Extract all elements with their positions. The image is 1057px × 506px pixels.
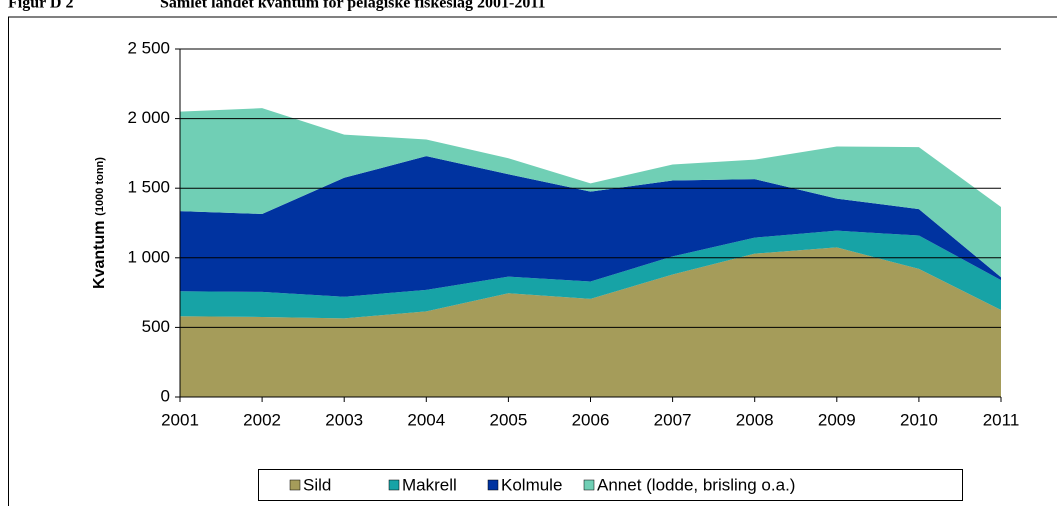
legend-label: Kolmule xyxy=(501,475,562,494)
x-tick-label: 2005 xyxy=(489,410,527,429)
area xyxy=(180,108,1001,278)
y-tick-label: 2 500 xyxy=(127,38,170,57)
y-axis-title: Kvantum xyxy=(91,220,108,288)
area xyxy=(180,156,1001,297)
legend-swatch xyxy=(388,479,400,491)
area xyxy=(180,230,1001,319)
y-tick-label: 1 000 xyxy=(127,247,170,266)
y-tick-label: 2 000 xyxy=(127,108,170,127)
x-tick-label: 2007 xyxy=(654,410,692,429)
x-tick-label: 2011 xyxy=(983,410,1020,429)
y-axis-label: Kvantum (1000 tonn) xyxy=(89,157,108,289)
legend-swatch xyxy=(583,479,595,491)
x-tick-label: 2009 xyxy=(818,410,856,429)
legend-swatch xyxy=(289,479,301,491)
legend-label: Makrell xyxy=(402,475,457,494)
y-tick-label: 1 500 xyxy=(127,178,170,197)
x-tick-label: 2008 xyxy=(736,410,774,429)
x-tick-label: 2002 xyxy=(243,410,281,429)
legend-label: Sild xyxy=(303,475,331,494)
legend xyxy=(258,469,963,501)
chart-title: Samlet landet kvantum for pelagiske fisk… xyxy=(160,0,546,12)
y-axis-unit: (1000 tonn) xyxy=(94,157,106,216)
legend-swatch xyxy=(487,479,499,491)
figure-label: Figur D 2 xyxy=(8,0,73,12)
x-tick-label: 2004 xyxy=(407,410,445,429)
legend-label: Annet (lodde, brisling o.a.) xyxy=(597,475,795,494)
x-tick-label: 2006 xyxy=(572,410,610,429)
y-tick-label: 0 xyxy=(161,386,170,405)
x-tick-label: 2001 xyxy=(161,410,199,429)
area xyxy=(180,247,1001,397)
x-tick-label: 2010 xyxy=(900,410,938,429)
x-tick-label: 2003 xyxy=(325,410,363,429)
y-tick-label: 500 xyxy=(142,317,170,336)
